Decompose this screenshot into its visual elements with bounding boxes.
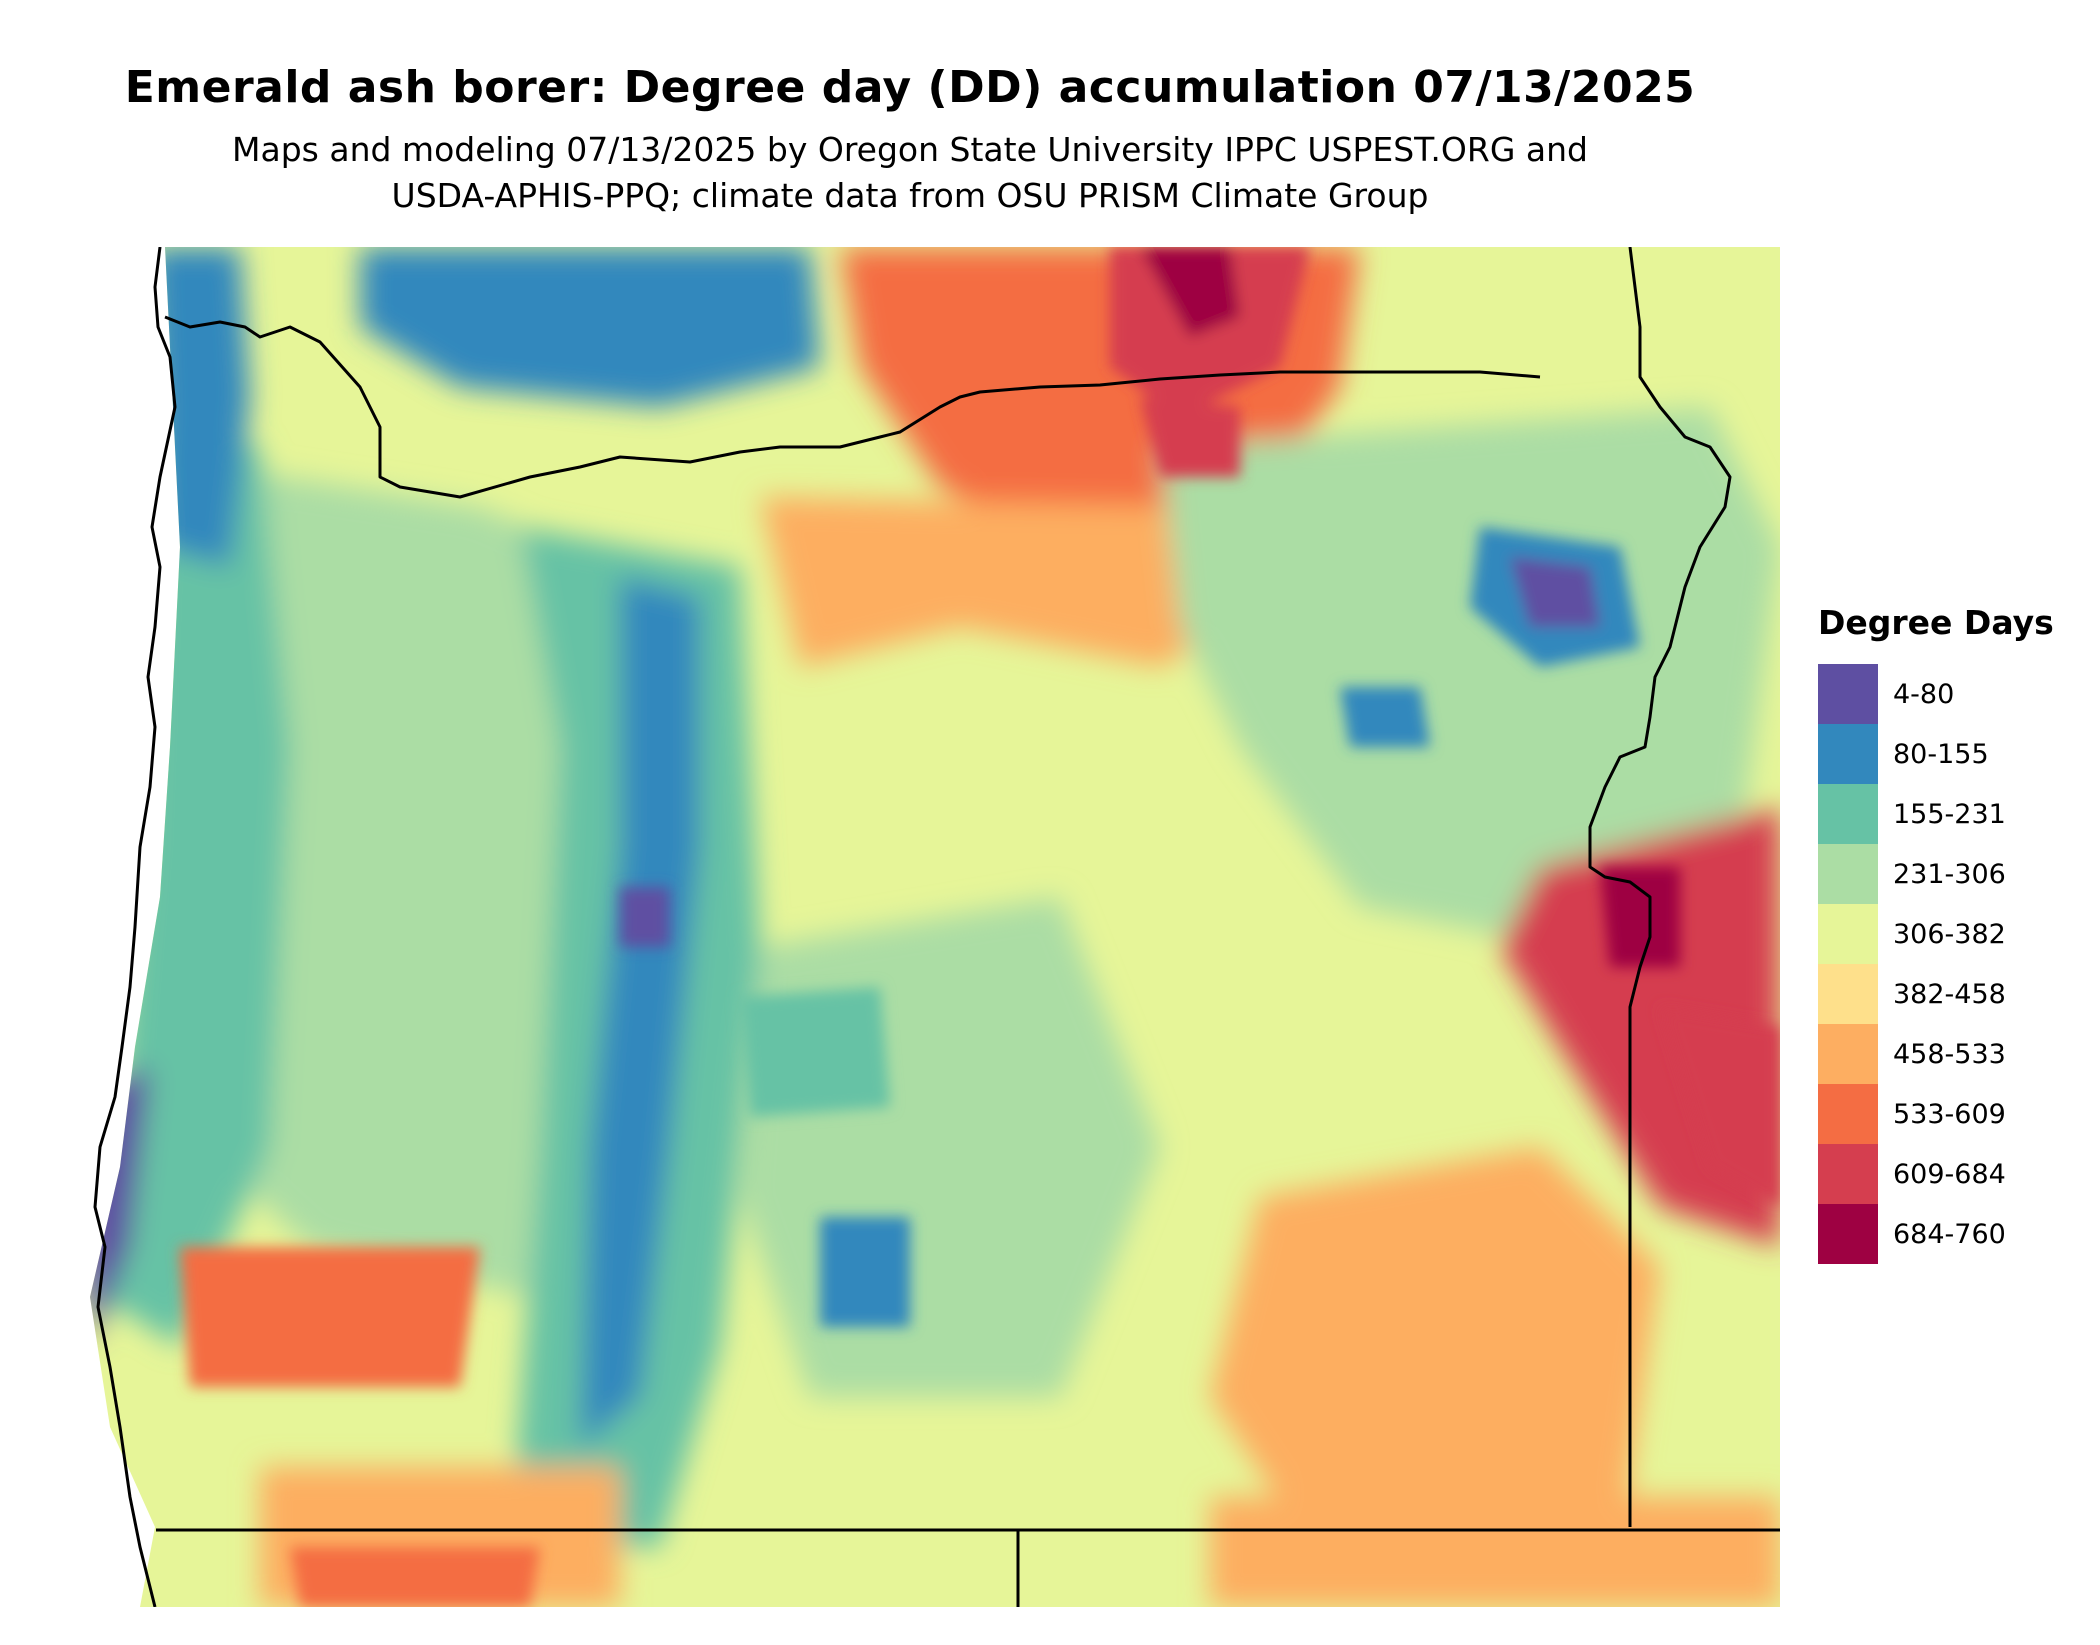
legend-rows: 4-80 80-155 155-231 231-306 306-382 382-458 45… bbox=[1818, 664, 2088, 1264]
legend-label: 609-684 bbox=[1893, 1158, 2006, 1190]
zone-rogue-valley bbox=[180, 1247, 480, 1387]
legend-item: 533-609 bbox=[1818, 1084, 2088, 1144]
zone-yreka bbox=[290, 1547, 540, 1607]
legend-swatch bbox=[1818, 784, 1878, 844]
legend-item: 155-231 bbox=[1818, 784, 2088, 844]
zone-gearhart bbox=[820, 1217, 910, 1327]
zone-ontario bbox=[1600, 867, 1680, 967]
legend-label: 684-760 bbox=[1893, 1218, 2006, 1250]
zone-crater-lake bbox=[620, 887, 670, 947]
zone-strawberry bbox=[1340, 687, 1430, 747]
zone-pendleton bbox=[1140, 397, 1240, 477]
legend-swatch bbox=[1818, 904, 1878, 964]
map-title: Emerald ash borer: Degree day (DD) accum… bbox=[124, 62, 1696, 113]
zone-se-desert bbox=[1210, 1147, 1660, 1547]
coastline bbox=[93, 247, 177, 1607]
subtitle-line-2: USDA-APHIS-PPQ; climate data from OSU PR… bbox=[391, 176, 1429, 215]
legend-label: 155-231 bbox=[1893, 798, 2006, 830]
legend-swatch bbox=[1818, 724, 1878, 784]
zone-willamette-valley bbox=[200, 467, 620, 1297]
legend-title: Degree Days bbox=[1818, 603, 2054, 642]
legend-label: 458-533 bbox=[1893, 1038, 2006, 1070]
legend-label: 306-382 bbox=[1893, 918, 2006, 950]
degree-day-map bbox=[60, 247, 1780, 1607]
zone-columbia-plateau bbox=[760, 497, 1260, 667]
legend-label: 533-609 bbox=[1893, 1098, 2006, 1130]
legend: Degree Days 4-80 80-155 155-231 231-306 306-… bbox=[1818, 603, 2088, 1264]
zone-sw-washington bbox=[360, 247, 820, 407]
zone-nv-border bbox=[1210, 1497, 1780, 1607]
legend-item: 306-382 bbox=[1818, 904, 2088, 964]
legend-item: 4-80 bbox=[1818, 664, 2088, 724]
legend-swatch bbox=[1818, 1204, 1878, 1264]
legend-item: 231-306 bbox=[1818, 844, 2088, 904]
legend-swatch bbox=[1818, 1024, 1878, 1084]
legend-swatch bbox=[1818, 964, 1878, 1024]
legend-label: 382-458 bbox=[1893, 978, 2006, 1010]
legend-swatch bbox=[1818, 1144, 1878, 1204]
legend-swatch bbox=[1818, 664, 1878, 724]
zone-north-coast bbox=[150, 247, 250, 567]
zone-high-cascades bbox=[580, 577, 700, 1447]
boundaries bbox=[93, 247, 1780, 1607]
snake-river-border bbox=[1588, 247, 1732, 1527]
subtitle-line-1: Maps and modeling 07/13/2025 by Oregon S… bbox=[232, 130, 1588, 169]
legend-item: 458-533 bbox=[1818, 1024, 2088, 1084]
map-svg bbox=[90, 247, 1780, 1607]
zone-wallowa bbox=[1510, 557, 1600, 627]
legend-label: 231-306 bbox=[1893, 858, 2006, 890]
map-subtitle: Maps and modeling 07/13/2025 by Oregon S… bbox=[0, 127, 1820, 219]
columbia-river-border bbox=[164, 315, 1541, 499]
legend-label: 80-155 bbox=[1893, 738, 1989, 770]
legend-item: 609-684 bbox=[1818, 1144, 2088, 1204]
zone-fort-rock bbox=[740, 987, 890, 1117]
legend-item: 382-458 bbox=[1818, 964, 2088, 1024]
zone-owyhee bbox=[1660, 1007, 1780, 1207]
legend-label: 4-80 bbox=[1893, 678, 1955, 710]
legend-swatch bbox=[1818, 844, 1878, 904]
raster-layer bbox=[90, 247, 1780, 1607]
legend-swatch bbox=[1818, 1084, 1878, 1144]
legend-item: 80-155 bbox=[1818, 724, 2088, 784]
zone-blue-mountains bbox=[1160, 407, 1780, 947]
legend-item: 684-760 bbox=[1818, 1204, 2088, 1264]
zone-columbia-hottest bbox=[1140, 247, 1240, 337]
